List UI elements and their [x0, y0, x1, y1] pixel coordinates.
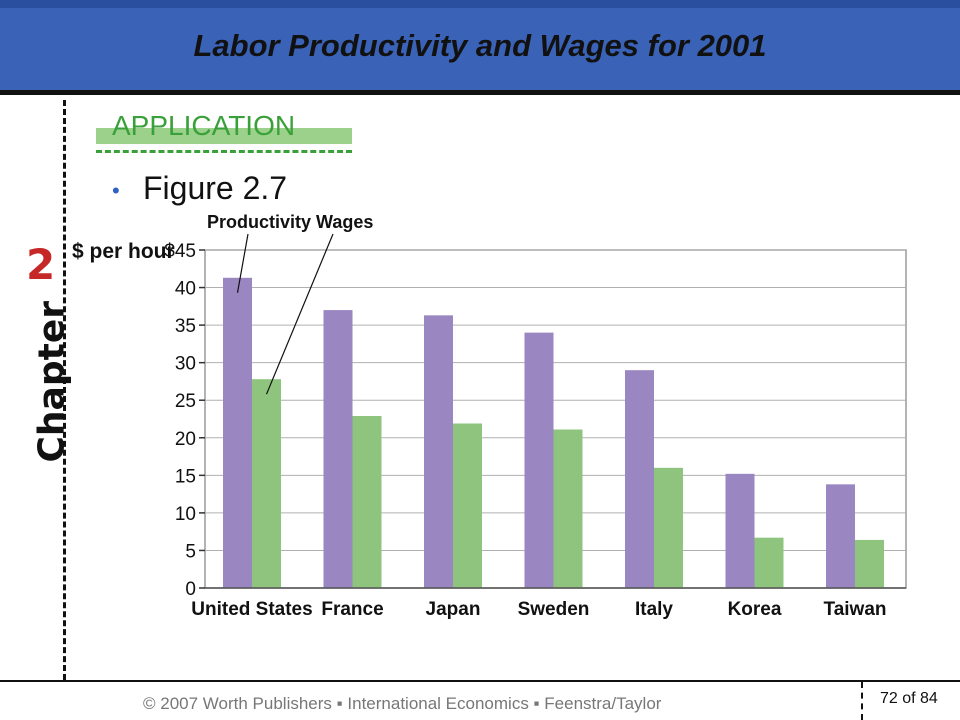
y-tick-label: 35: [175, 316, 196, 337]
chapter-divider: [63, 100, 66, 680]
x-tick-label: France: [321, 599, 383, 620]
x-tick-label: Korea: [728, 599, 782, 620]
y-tick-label: 5: [185, 541, 196, 562]
callout-line-wages: [265, 233, 334, 395]
chart-bars: [205, 277, 906, 589]
application-highlight: [96, 128, 352, 144]
y-axis-label: $ per hour: [72, 240, 175, 263]
x-tick-label: Italy: [635, 599, 673, 620]
bar-wages-france: [352, 415, 382, 588]
bar-productivity-japan: [424, 315, 453, 588]
callout-productivity: Productivity: [207, 212, 311, 232]
y-tick-label: 20: [175, 429, 196, 450]
callout-line-productivity: [236, 233, 249, 293]
y-tick-label: $45: [164, 241, 196, 262]
y-tick-label: 25: [175, 391, 196, 412]
bar-productivity-italy: [625, 370, 654, 588]
chapter-number: 2: [26, 240, 56, 289]
bar-wages-japan: [453, 423, 482, 588]
application-label: APPLICATION: [112, 110, 296, 141]
bar-productivity-sweden: [524, 332, 554, 588]
y-tick-label: 10: [175, 504, 196, 525]
bar-wages-united-states: [252, 379, 281, 588]
bullet-icon: •: [112, 178, 120, 203]
x-tick-label: Sweden: [518, 599, 590, 620]
bar-wages-italy: [654, 467, 683, 588]
y-tick-label: 30: [175, 354, 196, 375]
figure-label: Figure 2.7: [143, 170, 288, 206]
footer-credit: © 2007 Worth Publishers ▪ International …: [143, 694, 662, 713]
page-number: 72 of 84: [880, 690, 938, 707]
y-tick-label: 40: [175, 279, 196, 300]
x-tick-label: United States: [191, 599, 312, 620]
bar-wages-sweden: [553, 429, 583, 588]
chart-y-ticks: $45 40 35 30 25 20 15 10 5 0: [164, 241, 205, 600]
bar-chart: $45 40 35 30 25 20 15 10 5 0 United States France J…: [72, 212, 907, 620]
chart-callouts: Productivity Wages: [207, 212, 373, 395]
title-bar-shade: [0, 0, 960, 8]
bar-productivity-united-states: [223, 277, 252, 588]
bar-productivity-taiwan: [826, 484, 855, 588]
y-tick-label: 0: [185, 579, 196, 600]
slide-title: Labor Productivity and Wages for 2001: [193, 28, 767, 63]
y-tick-label: 15: [175, 466, 196, 487]
footer-divider: [861, 682, 863, 720]
x-tick-label: Japan: [426, 599, 481, 620]
bar-productivity-france: [323, 310, 353, 588]
x-tick-label: Taiwan: [824, 599, 887, 620]
callout-wages: Wages: [316, 212, 373, 232]
bar-wages-taiwan: [855, 539, 884, 588]
footer-rule: [0, 680, 960, 682]
chart-x-labels: United States France Japan Sweden Italy Korea…: [191, 599, 886, 620]
title-bar: Labor Productivity and Wages for 2001: [0, 0, 960, 95]
application-dashed-rule: [96, 150, 352, 153]
bar-productivity-korea: [725, 473, 755, 588]
bar-wages-korea: [754, 537, 784, 588]
